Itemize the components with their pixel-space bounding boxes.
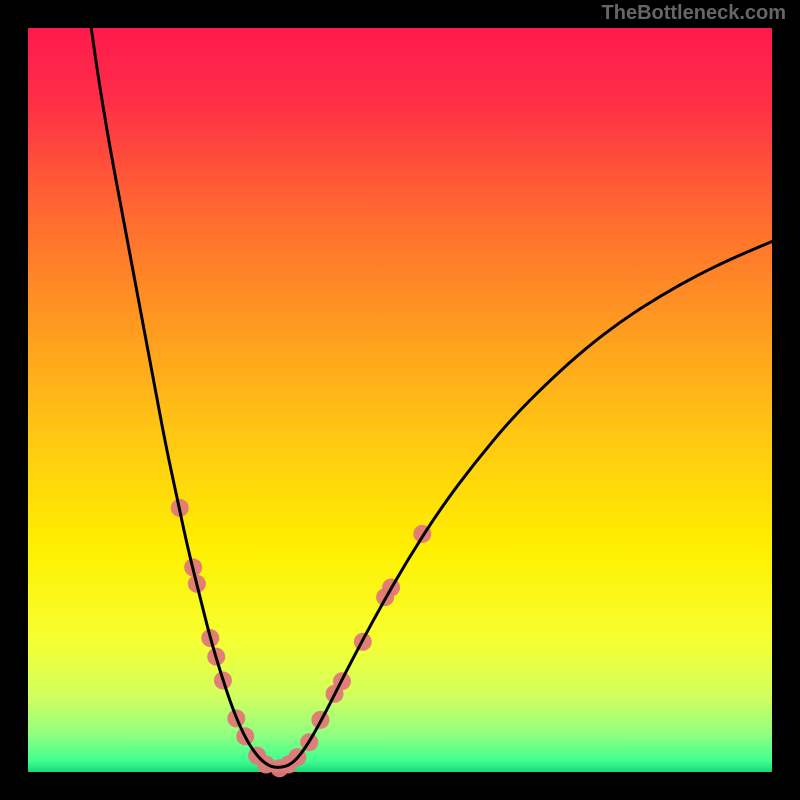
plot-svg <box>0 0 800 800</box>
plot-gradient-bg <box>28 28 772 772</box>
watermark-text: TheBottleneck.com <box>602 2 786 25</box>
chart-container: { "watermark": { "text": "TheBottleneck.… <box>0 0 800 800</box>
